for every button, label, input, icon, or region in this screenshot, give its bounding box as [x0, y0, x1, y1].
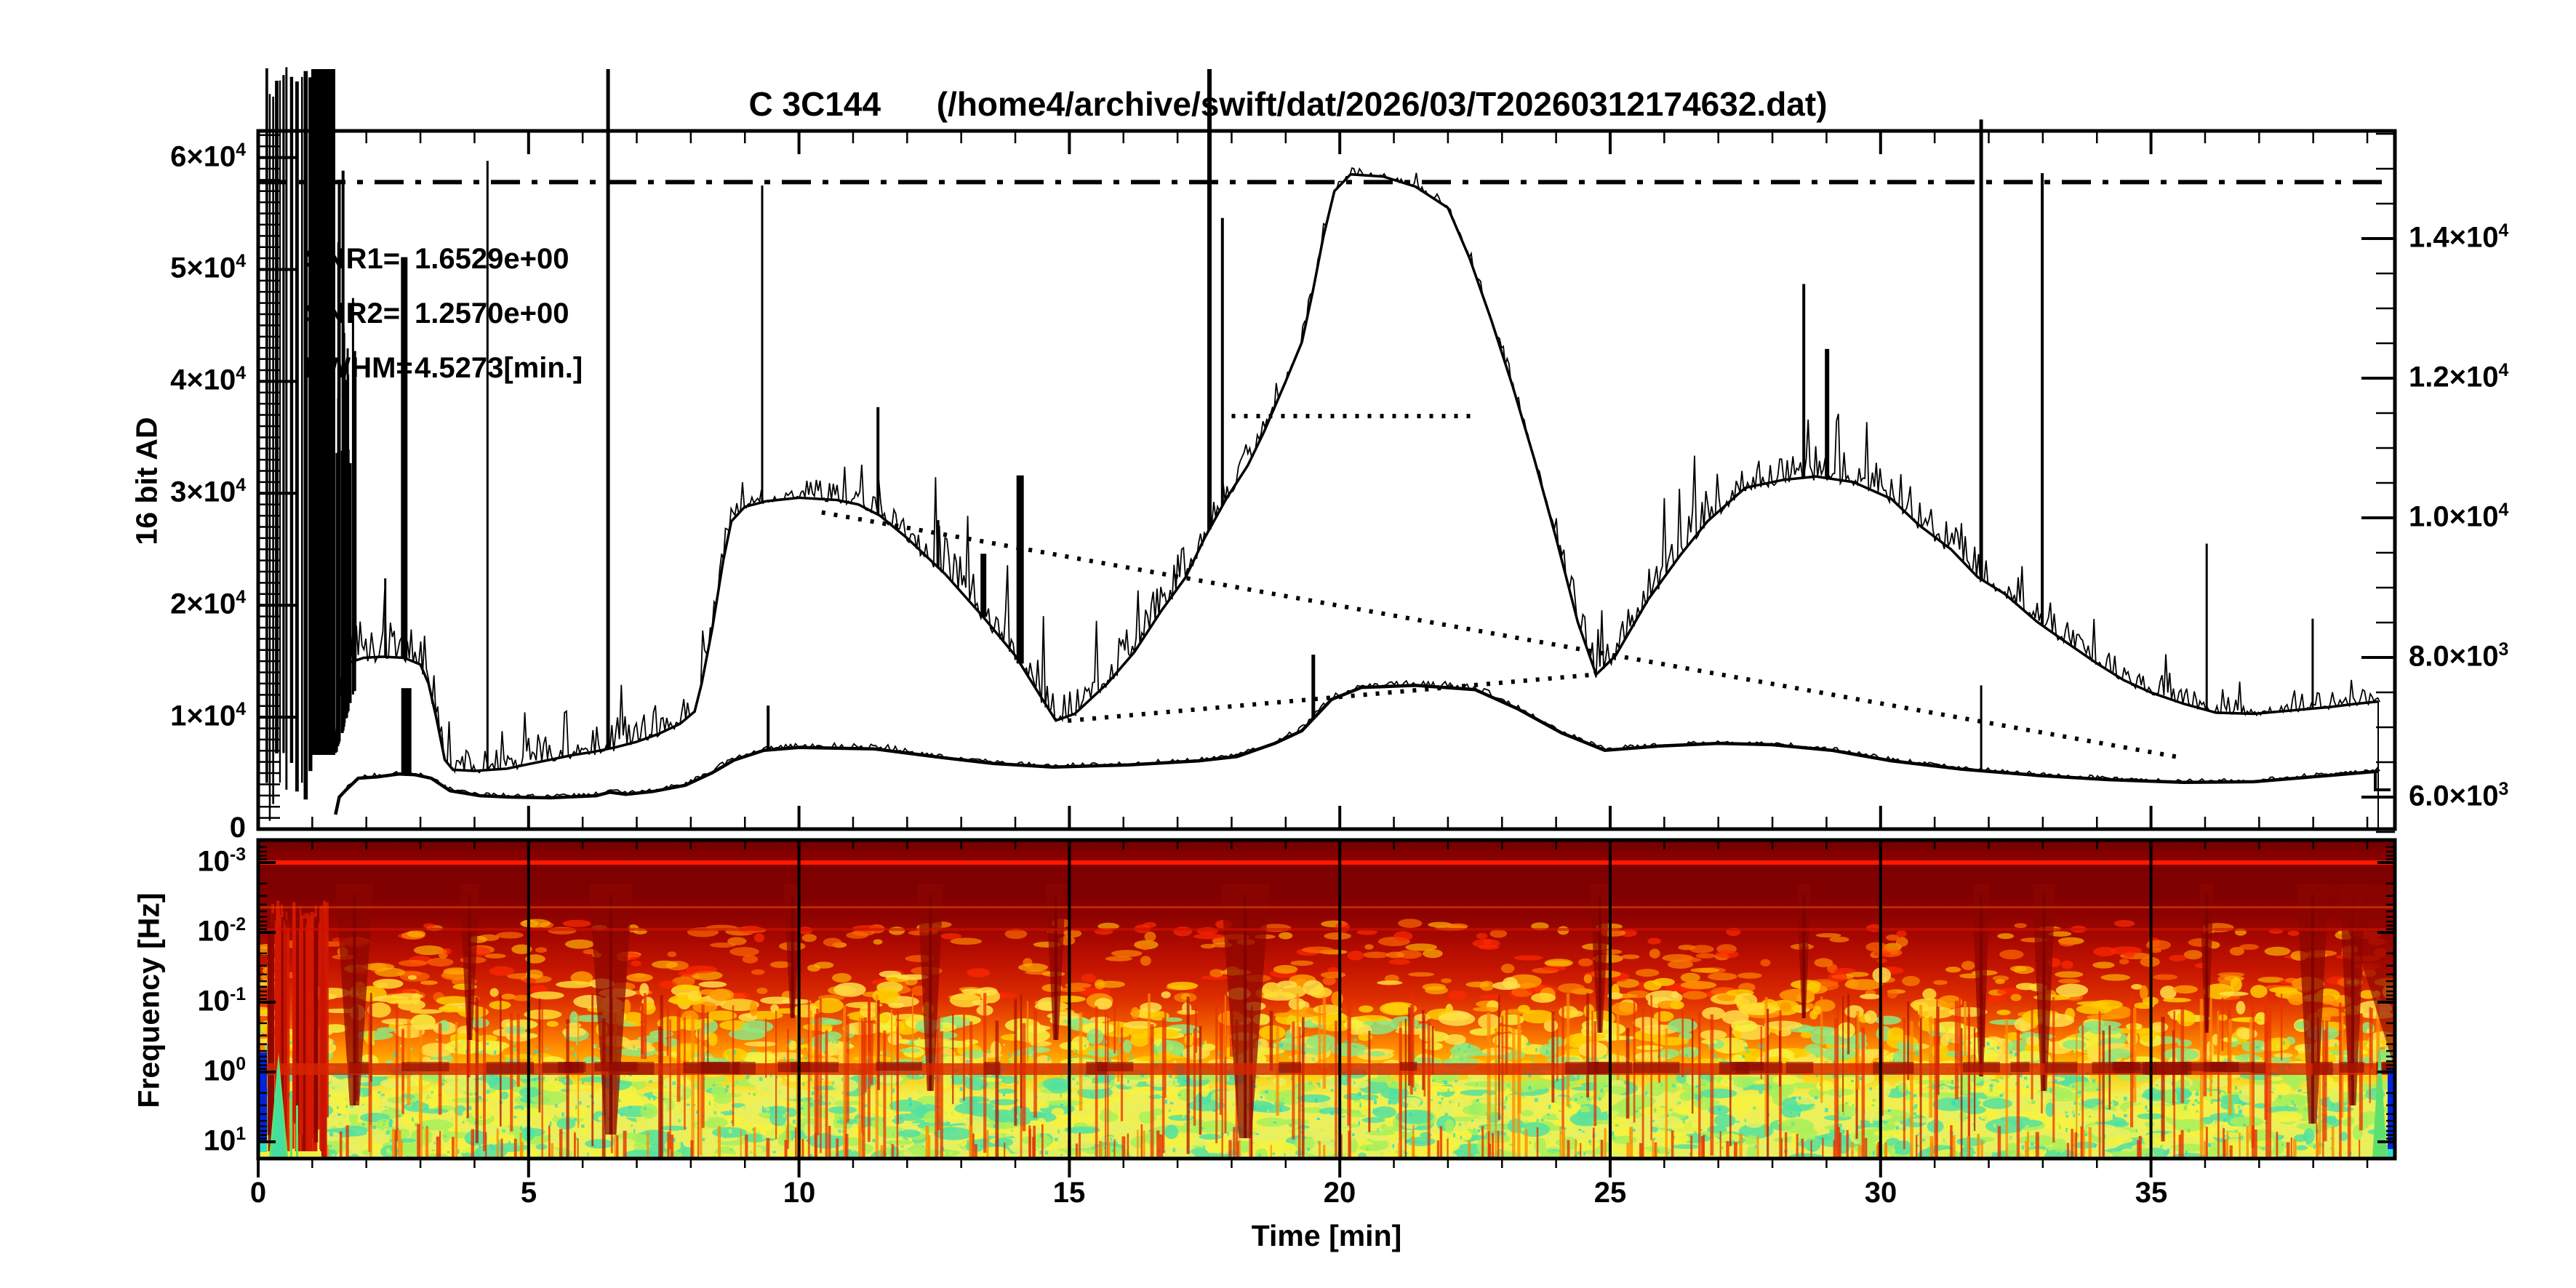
left-axis-tick-label: 5×104 [170, 252, 246, 284]
freq-axis-tick-label: 10-3 [197, 845, 246, 878]
left-axis-tick-label: 2×104 [170, 588, 246, 620]
fwhm-row: FWHM=4.5273[min.] [305, 346, 583, 401]
left-axis-tick-label: 4×104 [170, 364, 246, 396]
chart-title: C 3C144 (/home4/archive/swift/dat/2026/0… [748, 85, 1828, 123]
x-axis-tick-label: 0 [249, 1177, 267, 1209]
timeseries-panel [0, 0, 2576, 836]
x-axis-tick-label: 10 [783, 1177, 816, 1209]
freq-axis-tick-label: 10-2 [197, 915, 246, 948]
x-axis-tick-label: 15 [1052, 1177, 1086, 1209]
snr1-label: SNR1= [305, 243, 401, 275]
snr1-row: SNR1= 1.6529e+00 [305, 237, 583, 292]
fwhm-label: FWHM= [305, 352, 413, 384]
fwhm-value: 4.5273[min.] [415, 352, 583, 384]
snr2-row: SNR2= 1.2570e+00 [305, 292, 583, 346]
curves [265, 67, 2391, 828]
left-axis-tick-label: 3×104 [170, 476, 246, 508]
x-axis-title: Time [min] [1251, 1219, 1402, 1252]
spectrogram-image [258, 840, 2395, 1159]
right-axis-tick-label: 6.0×103 [2409, 780, 2509, 812]
left-axis-tick-label: 6×104 [170, 140, 246, 173]
axes-and-ticks [256, 129, 2397, 1177]
freq-axis-tick-label: 100 [203, 1055, 246, 1087]
snr-annotation-block: SNR1= 1.6529e+00 SNR2= 1.2570e+00 FWHM=4.5… [305, 237, 583, 401]
snr1-value: 1.6529e+00 [415, 243, 569, 275]
right-axis-tick-label: 1.4×104 [2409, 221, 2509, 254]
x-axis-tick-label: 5 [520, 1177, 537, 1209]
right-axis-tick-label: 1.2×104 [2409, 361, 2509, 393]
left-axis-tick-label: 0 [229, 812, 246, 844]
x-axis-tick-label: 20 [1323, 1177, 1356, 1209]
left-axis-tick-label: 1×104 [170, 700, 246, 732]
x-axis-tick-label: 35 [2135, 1177, 2168, 1209]
right-axis-tick-label: 8.0×103 [2409, 640, 2509, 673]
reference-lines [258, 180, 2395, 760]
snr2-value: 1.2570e+00 [415, 297, 569, 329]
x-axis-tick-label: 25 [1593, 1177, 1627, 1209]
x-axis-tick-label: 30 [1864, 1177, 1897, 1209]
right-axis-tick-label: 1.0×104 [2409, 500, 2509, 533]
snr2-label: SNR2= [305, 297, 401, 329]
freq-axis-tick-label: 10-1 [197, 985, 246, 1017]
freq-axis-tick-label: 101 [203, 1124, 246, 1157]
